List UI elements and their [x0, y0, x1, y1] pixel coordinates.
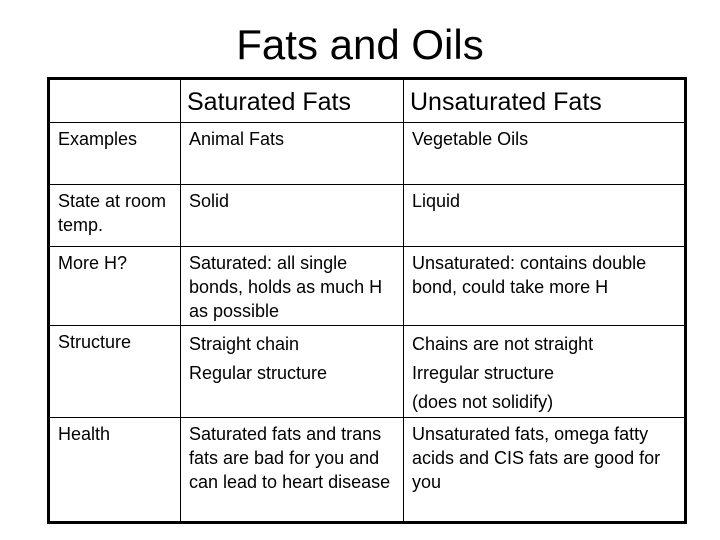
state-saturated-text: Solid [189, 191, 230, 211]
row-label-structure: Structure [48, 325, 181, 418]
row-label-more-h: More H? [48, 246, 181, 326]
table-row-more-h: More H? Saturated: all single bonds, hol… [48, 246, 686, 326]
health-unsaturated-cell: Unsaturated fats, omega fatty acids and … [403, 417, 686, 523]
table-row-state: State at room temp. Solid Liquid [48, 184, 686, 247]
row-label-health: Health [48, 417, 181, 523]
structure-unsaturated-line-1: Chains are not straight [412, 334, 594, 354]
health-saturated-cell: Saturated fats and trans fats are bad fo… [180, 417, 404, 523]
examples-unsaturated-cell: Vegetable Oils [403, 122, 686, 185]
structure-saturated-line-1: Straight chain [189, 334, 300, 354]
structure-unsaturated-line-3: (does not solidify) [412, 392, 554, 412]
table-row-examples: Examples Animal Fats Vegetable Oils [48, 122, 686, 185]
examples-saturated-cell: Animal Fats [180, 122, 404, 185]
header-saturated-fats: Saturated Fats [180, 78, 404, 123]
row-label-examples: Examples [48, 122, 181, 185]
table-row-structure: Structure Straight chain Regular structu… [48, 325, 686, 418]
state-saturated-cell: Solid [180, 184, 404, 247]
table-header-row: Saturated Fats Unsaturated Fats [48, 78, 686, 123]
row-label-state: State at room temp. [48, 184, 181, 247]
table-row-health: Health Saturated fats and trans fats are… [48, 417, 686, 523]
more-h-unsaturated-text: Unsaturated: contains double bond, could… [412, 253, 647, 297]
header-unsaturated-fats: Unsaturated Fats [403, 78, 686, 123]
more-h-unsaturated-cell: Unsaturated: contains double bond, could… [403, 246, 686, 326]
structure-saturated-line-2: Regular structure [189, 363, 328, 383]
structure-unsaturated-cell: Chains are not straight Irregular struct… [403, 325, 686, 418]
state-unsaturated-text: Liquid [412, 191, 461, 211]
state-unsaturated-cell: Liquid [403, 184, 686, 247]
header-blank-cell [48, 78, 181, 123]
more-h-saturated-text: Saturated: all single bonds, holds as mu… [189, 253, 383, 321]
structure-unsaturated-line-2: Irregular structure [412, 363, 555, 383]
page-title: Fats and Oils [236, 21, 484, 68]
examples-unsaturated-text: Vegetable Oils [412, 129, 529, 149]
fats-comparison-table: Saturated Fats Unsaturated Fats Examples… [47, 77, 687, 524]
health-unsaturated-text: Unsaturated fats, omega fatty acids and … [412, 424, 661, 492]
more-h-saturated-cell: Saturated: all single bonds, holds as mu… [180, 246, 404, 326]
examples-saturated-text: Animal Fats [189, 129, 285, 149]
structure-saturated-cell: Straight chain Regular structure [180, 325, 404, 418]
health-saturated-text: Saturated fats and trans fats are bad fo… [189, 424, 391, 492]
